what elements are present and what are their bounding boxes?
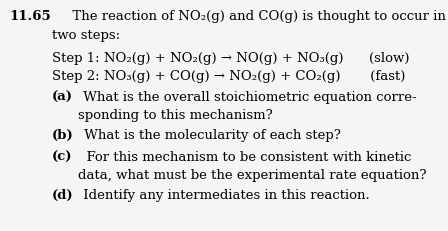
Text: Identify any intermediates in this reaction.: Identify any intermediates in this react… bbox=[79, 189, 370, 202]
Text: The reaction of NO₂(g) and CO(g) is thought to occur in: The reaction of NO₂(g) and CO(g) is thou… bbox=[64, 10, 446, 23]
Text: (a): (a) bbox=[52, 91, 73, 103]
Text: data, what must be the experimental rate equation?: data, what must be the experimental rate… bbox=[78, 169, 427, 182]
Text: 11.65: 11.65 bbox=[10, 10, 52, 23]
Text: For this mechanism to be consistent with kinetic: For this mechanism to be consistent with… bbox=[78, 151, 411, 164]
Text: (c): (c) bbox=[52, 151, 72, 164]
Text: What is the overall stoichiometric equation corre-: What is the overall stoichiometric equat… bbox=[78, 91, 416, 103]
Text: sponding to this mechanism?: sponding to this mechanism? bbox=[78, 109, 273, 122]
Text: (b): (b) bbox=[52, 129, 73, 142]
Text: (d): (d) bbox=[52, 189, 73, 202]
Text: two steps:: two steps: bbox=[52, 29, 120, 42]
Text: Step 1: NO₂(g) + NO₂(g) → NO(g) + NO₃(g)      (slow): Step 1: NO₂(g) + NO₂(g) → NO(g) + NO₃(g)… bbox=[52, 52, 409, 65]
Text: Step 2: NO₃(g) + CO(g) → NO₂(g) + CO₂(g)       (fast): Step 2: NO₃(g) + CO(g) → NO₂(g) + CO₂(g)… bbox=[52, 70, 405, 83]
Text: What is the molecularity of each step?: What is the molecularity of each step? bbox=[80, 129, 340, 142]
